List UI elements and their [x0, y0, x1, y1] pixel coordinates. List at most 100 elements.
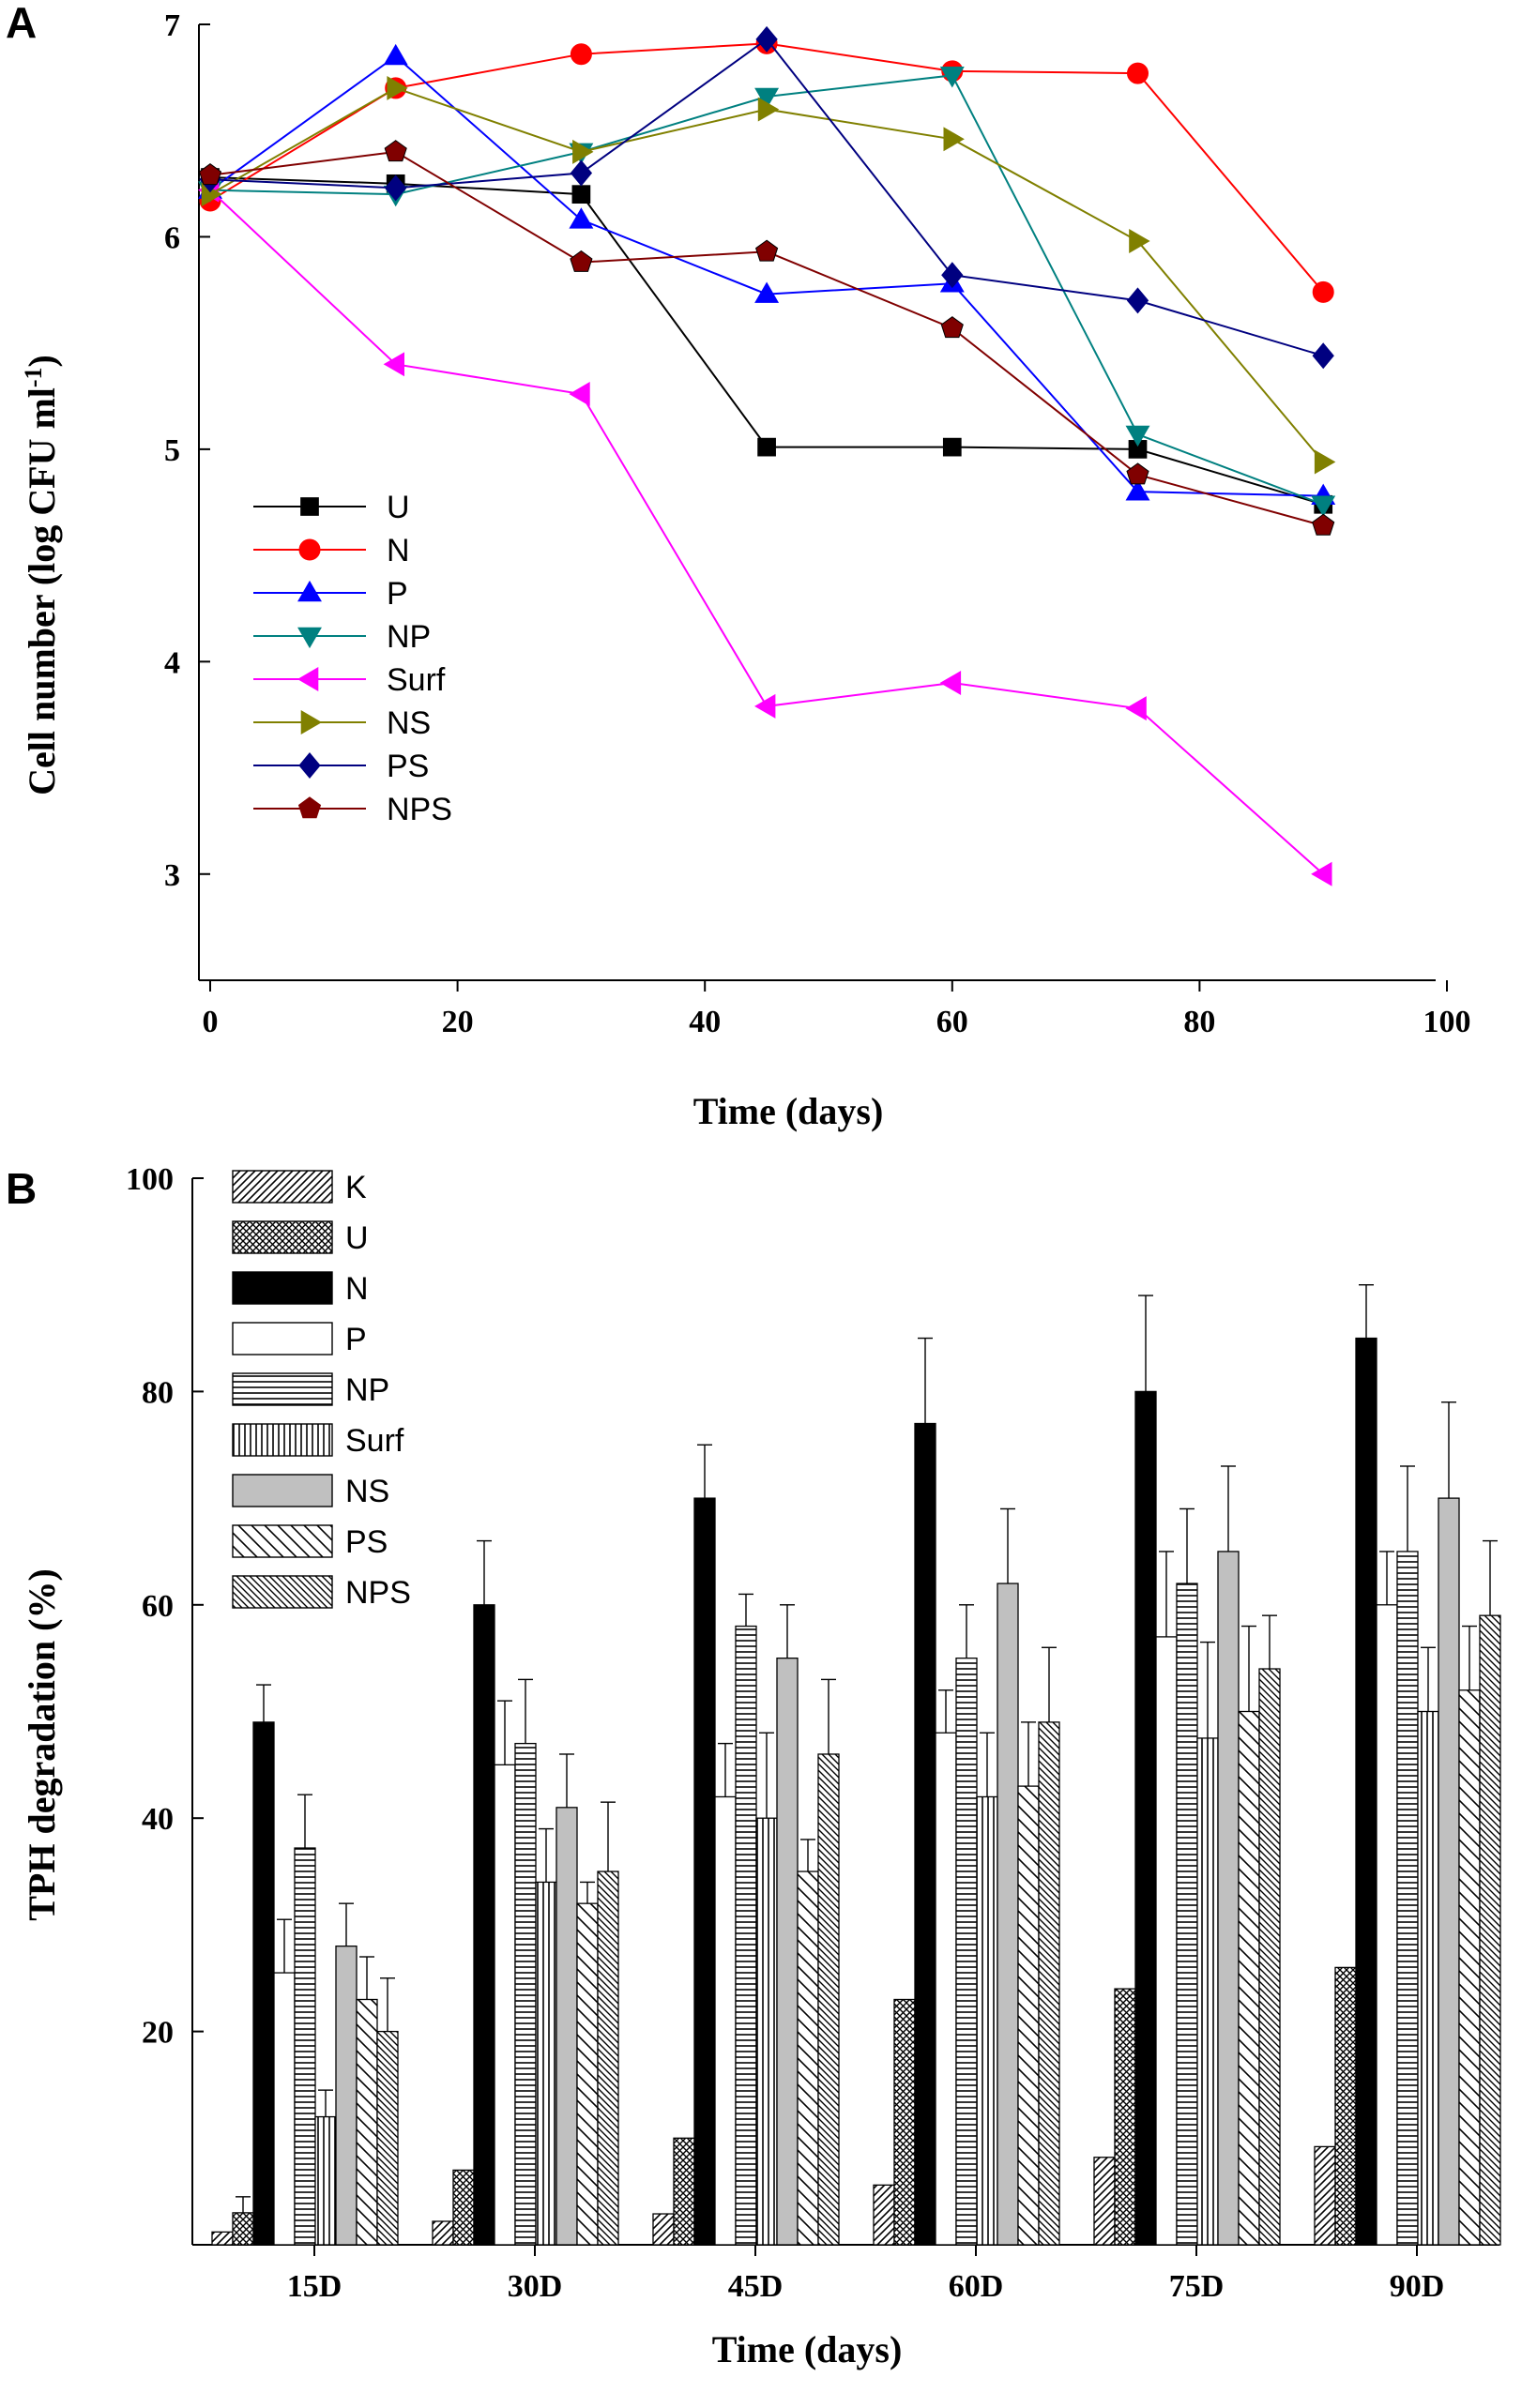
bar-nps	[817, 1753, 840, 2246]
bar-np	[955, 1658, 978, 2246]
point-np	[1125, 425, 1150, 447]
legend-item-p-a: P	[253, 576, 408, 612]
point-surf	[1311, 861, 1332, 886]
y-axis-title-a-sup: -1	[20, 367, 47, 387]
legend-label: U	[345, 1220, 369, 1256]
bar-p	[494, 1764, 516, 2246]
y-tick-label-a: 4	[164, 645, 180, 680]
legend-label: U	[387, 490, 410, 525]
legend-swatch	[232, 1220, 333, 1254]
bar-ps	[797, 1870, 819, 2246]
line-ps	[209, 38, 1324, 357]
legend-item-surf-b: Surf	[232, 1423, 404, 1459]
point-ps	[941, 262, 964, 289]
bar-surf	[1196, 1737, 1219, 2246]
legend-item-p-b: P	[232, 1322, 367, 1357]
legend-label: Surf	[345, 1423, 404, 1459]
bar-group-15d	[211, 1684, 399, 2246]
bar-ns	[335, 1945, 358, 2246]
series-nps-a	[198, 140, 1335, 536]
point-nps	[570, 250, 593, 272]
bar-ps	[576, 1902, 599, 2246]
legend-item-nps-a: NPS	[253, 792, 452, 827]
bar-ps	[356, 1998, 378, 2246]
point-n	[1127, 62, 1149, 84]
bar-ns	[1438, 1497, 1460, 2246]
y-tick-label-b: 100	[126, 1162, 174, 1197]
y-tick-label-b: 60	[142, 1589, 174, 1624]
point-ns	[1314, 449, 1336, 475]
bar-np	[294, 1847, 316, 2246]
point-n	[570, 43, 592, 66]
line-nps	[209, 150, 1324, 527]
bar-surf	[976, 1795, 998, 2246]
bar-k	[1093, 2157, 1116, 2246]
bars-group-b	[211, 1283, 1501, 2246]
bar-np	[735, 1625, 757, 2246]
legend-item-ps-b: PS	[232, 1524, 388, 1560]
legend-label: NS	[387, 705, 431, 741]
bar-n	[252, 1721, 275, 2246]
legend-item-k-b: K	[232, 1170, 367, 1205]
legend-label: NPS	[387, 792, 452, 827]
legend-item-surf-a: Surf	[253, 662, 446, 698]
legend-item-np-a: NP	[253, 619, 431, 655]
legend-marker	[297, 667, 319, 691]
bar-k	[873, 2184, 895, 2246]
point-surf	[754, 693, 776, 719]
series-group-a	[197, 25, 1336, 886]
point-ns	[572, 139, 594, 164]
point-np	[754, 87, 780, 110]
bar-nps	[376, 2030, 399, 2246]
y-tick-label-a: 3	[164, 858, 180, 893]
legend-label: P	[345, 1322, 367, 1357]
legend-swatch	[232, 1575, 333, 1609]
y-tick-label-b: 20	[142, 2016, 174, 2051]
bar-np	[1396, 1551, 1419, 2246]
legend-item-np-b: NP	[232, 1372, 389, 1408]
legend-label: K	[345, 1170, 367, 1205]
y-tick-label-a: 5	[164, 433, 180, 468]
y-axis-title-b: TPH degradation (%)	[21, 1568, 63, 1921]
bar-p	[714, 1795, 737, 2246]
y-tick-label-a: 6	[164, 220, 180, 255]
x-axis-title-a: Time (days)	[693, 1090, 884, 1132]
x-tick-label-b: 60D	[949, 2269, 1004, 2304]
bar-p	[935, 1732, 957, 2246]
point-u	[942, 437, 962, 457]
bar-n	[1134, 1390, 1157, 2246]
line-p	[209, 54, 1324, 497]
bar-u	[452, 2169, 475, 2246]
point-nps	[940, 316, 964, 339]
bar-n	[1355, 1337, 1377, 2246]
point-n	[1312, 280, 1334, 303]
point-surf	[1125, 696, 1147, 721]
bar-u	[1114, 1988, 1136, 2246]
legend-label: P	[387, 576, 408, 612]
point-p	[1125, 479, 1150, 501]
bar-p	[1376, 1604, 1398, 2246]
y-tick-label-a: 7	[164, 8, 180, 43]
bar-ns	[555, 1807, 578, 2246]
point-ps	[1126, 287, 1149, 314]
bar-u	[232, 2212, 254, 2246]
x-tick-label-a: 40	[689, 1005, 721, 1039]
point-u	[571, 185, 591, 204]
legend-swatch	[232, 1271, 333, 1305]
legend-label: PS	[387, 749, 429, 784]
legend-label: N	[387, 533, 410, 568]
point-surf	[939, 671, 962, 695]
series-ns-a	[201, 75, 1336, 475]
bar-ps	[1017, 1785, 1040, 2246]
legend-label: NPS	[345, 1575, 411, 1611]
bar-group-75d	[1093, 1295, 1281, 2246]
legend-label: N	[345, 1271, 369, 1307]
point-nps	[1312, 513, 1335, 536]
legend-marker	[300, 497, 319, 516]
bar-p	[273, 1972, 296, 2246]
x-tick-label-b: 30D	[508, 2269, 563, 2304]
bar-nps	[597, 1870, 619, 2246]
point-ps	[570, 159, 593, 187]
bar-k	[1314, 2145, 1336, 2246]
